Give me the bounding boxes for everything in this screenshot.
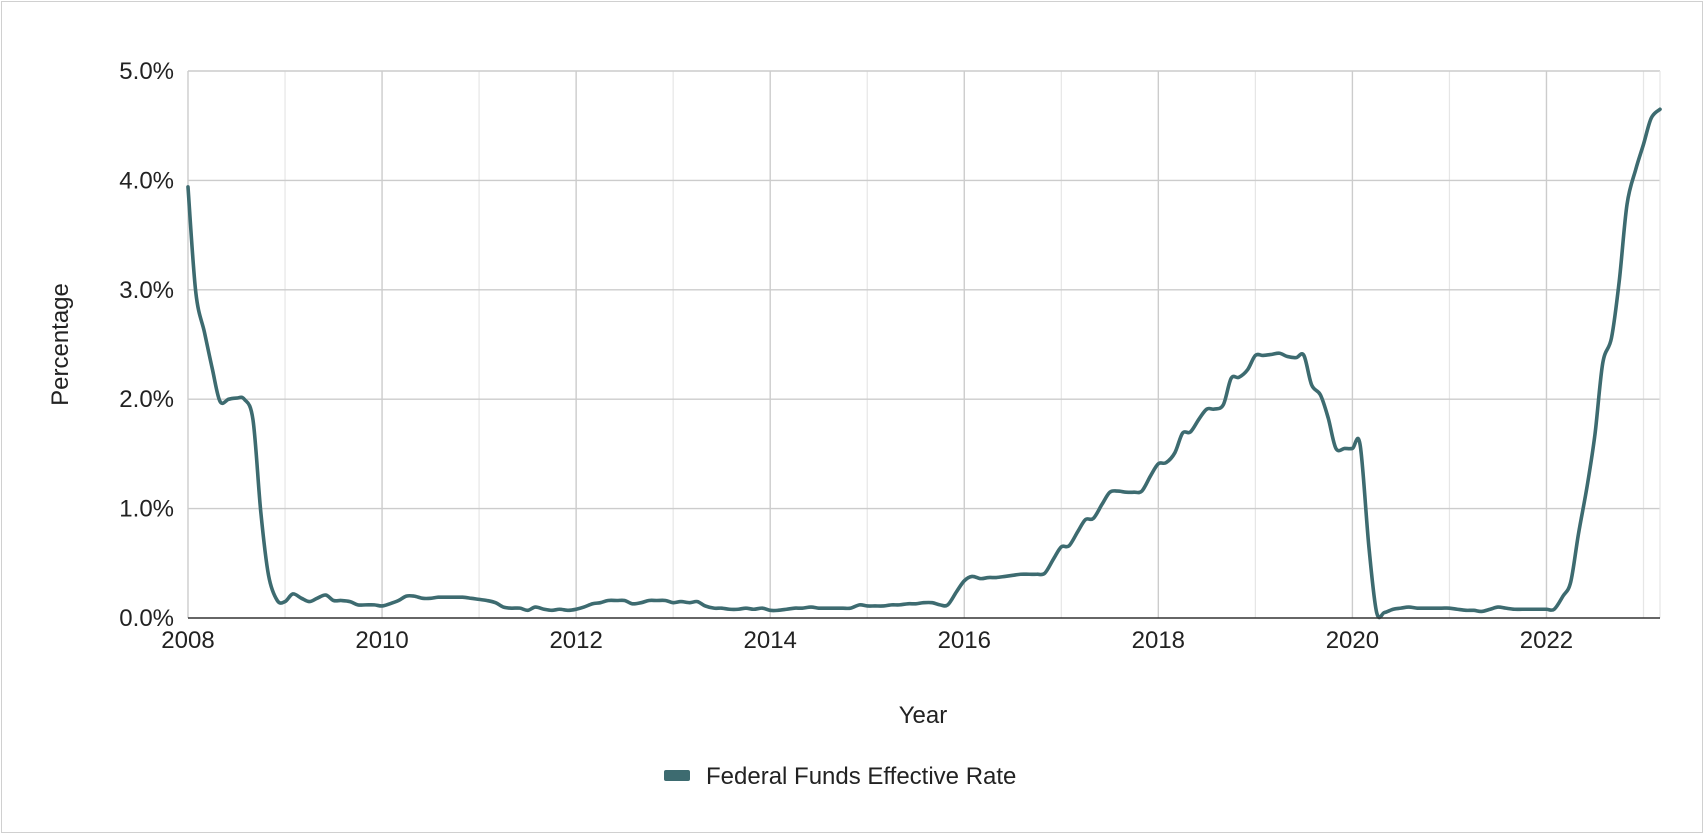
y-tick-label: 0.0% xyxy=(119,605,174,632)
y-tick-label: 2.0% xyxy=(119,386,174,413)
legend: Federal Funds Effective Rate xyxy=(664,763,1016,790)
x-tick-label: 2012 xyxy=(549,627,602,654)
x-tick-label: 2022 xyxy=(1520,627,1573,654)
x-axis-tick-labels: 2008 2010 2012 2014 2016 2018 2020 2022 xyxy=(161,627,1573,654)
y-tick-label: 5.0% xyxy=(119,58,174,85)
x-tick-label: 2018 xyxy=(1132,627,1185,654)
x-tick-label: 2016 xyxy=(938,627,991,654)
series-line-0 xyxy=(186,107,1662,620)
minor-gridlines xyxy=(284,71,1645,618)
legend-label: Federal Funds Effective Rate xyxy=(706,763,1016,790)
x-tick-label: 2010 xyxy=(355,627,408,654)
y-tick-label: 4.0% xyxy=(119,167,174,194)
y-axis-tick-labels: 0.0% 1.0% 2.0% 3.0% 4.0% 5.0% xyxy=(119,58,174,632)
series-layer xyxy=(186,107,1662,620)
x-tick-label: 2008 xyxy=(161,627,214,654)
legend-swatch xyxy=(664,770,690,781)
x-tick-label: 2014 xyxy=(744,627,797,654)
x-axis-title: Year xyxy=(899,702,948,729)
x-tick-label: 2020 xyxy=(1326,627,1379,654)
y-axis-title: Percentage xyxy=(47,283,74,406)
major-gridlines xyxy=(187,70,1661,618)
y-tick-label: 3.0% xyxy=(119,277,174,304)
y-tick-label: 1.0% xyxy=(119,496,174,523)
